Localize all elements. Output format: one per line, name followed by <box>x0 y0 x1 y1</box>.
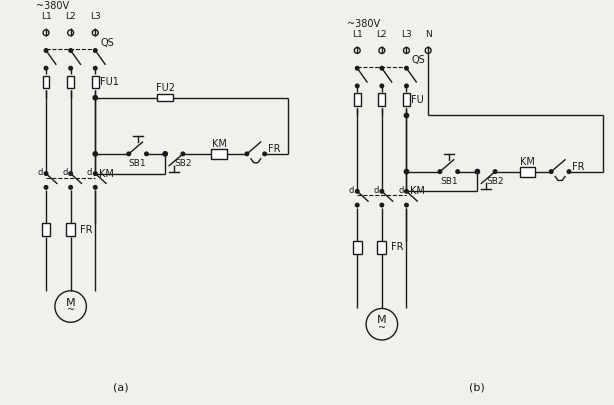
Text: FR: FR <box>572 162 585 172</box>
Circle shape <box>93 185 97 189</box>
Circle shape <box>181 152 185 156</box>
Circle shape <box>550 170 553 173</box>
Text: ~: ~ <box>66 305 75 315</box>
Circle shape <box>145 152 148 156</box>
Bar <box>403 93 410 106</box>
Text: KM: KM <box>99 168 114 179</box>
Bar <box>354 93 360 106</box>
Text: SB2: SB2 <box>174 159 192 168</box>
Text: L1: L1 <box>41 13 52 21</box>
Bar <box>519 167 535 177</box>
Bar <box>378 241 386 254</box>
Circle shape <box>69 66 72 70</box>
Circle shape <box>405 203 408 207</box>
Text: QS: QS <box>411 55 425 65</box>
Text: SB1: SB1 <box>129 159 146 168</box>
Circle shape <box>476 170 479 173</box>
Circle shape <box>44 172 48 175</box>
Text: FR: FR <box>79 225 92 235</box>
Text: d: d <box>37 168 43 177</box>
Circle shape <box>44 185 48 189</box>
Circle shape <box>44 49 48 52</box>
Circle shape <box>405 84 408 88</box>
Text: M: M <box>377 315 387 325</box>
Circle shape <box>356 203 359 207</box>
Bar <box>67 76 74 88</box>
Text: KM: KM <box>212 139 227 149</box>
Circle shape <box>69 49 72 52</box>
Text: d: d <box>398 186 403 195</box>
Text: FU1: FU1 <box>100 77 119 87</box>
Text: QS: QS <box>100 38 114 48</box>
Circle shape <box>44 66 48 70</box>
Circle shape <box>245 152 249 156</box>
Circle shape <box>263 152 266 156</box>
Circle shape <box>567 170 571 173</box>
Circle shape <box>380 84 384 88</box>
Bar <box>157 94 173 101</box>
Text: d: d <box>373 186 379 195</box>
Bar <box>66 223 75 236</box>
Text: FR: FR <box>268 144 280 154</box>
Circle shape <box>438 170 441 173</box>
Bar <box>211 149 227 159</box>
Circle shape <box>380 66 384 70</box>
Circle shape <box>93 152 98 156</box>
Text: FU: FU <box>411 95 424 105</box>
Text: d: d <box>349 186 354 195</box>
Text: d: d <box>87 168 92 177</box>
Text: L3: L3 <box>401 30 412 39</box>
Circle shape <box>405 190 408 193</box>
Circle shape <box>127 152 131 156</box>
Bar <box>353 241 362 254</box>
Circle shape <box>493 170 497 173</box>
Bar <box>42 76 50 88</box>
Text: FR: FR <box>391 243 403 252</box>
Bar <box>378 93 386 106</box>
Circle shape <box>69 172 72 175</box>
Text: ~: ~ <box>378 323 386 333</box>
Circle shape <box>404 113 409 117</box>
Bar <box>42 223 50 236</box>
Circle shape <box>93 172 97 175</box>
Circle shape <box>380 203 384 207</box>
Text: (a): (a) <box>113 382 129 392</box>
Text: d: d <box>62 168 68 177</box>
Text: SB1: SB1 <box>440 177 457 186</box>
Circle shape <box>380 190 384 193</box>
Text: (b): (b) <box>470 382 485 392</box>
Circle shape <box>404 169 409 174</box>
Circle shape <box>163 152 167 156</box>
Circle shape <box>69 185 72 189</box>
Circle shape <box>456 170 459 173</box>
Bar <box>92 76 99 88</box>
Text: L3: L3 <box>90 13 101 21</box>
Text: L2: L2 <box>376 30 387 39</box>
Circle shape <box>356 190 359 193</box>
Text: ~380V: ~380V <box>348 19 381 29</box>
Text: KM: KM <box>520 157 535 167</box>
Text: KM: KM <box>410 186 426 196</box>
Text: N: N <box>425 30 432 39</box>
Circle shape <box>93 49 97 52</box>
Text: L2: L2 <box>65 13 76 21</box>
Text: FU2: FU2 <box>156 83 175 93</box>
Circle shape <box>405 66 408 70</box>
Circle shape <box>475 169 480 174</box>
Circle shape <box>356 66 359 70</box>
Text: SB2: SB2 <box>486 177 503 186</box>
Text: ~380V: ~380V <box>36 1 69 11</box>
Circle shape <box>356 84 359 88</box>
Circle shape <box>93 66 97 70</box>
Text: L1: L1 <box>352 30 363 39</box>
Circle shape <box>163 152 168 156</box>
Circle shape <box>93 96 98 100</box>
Text: M: M <box>66 298 76 307</box>
